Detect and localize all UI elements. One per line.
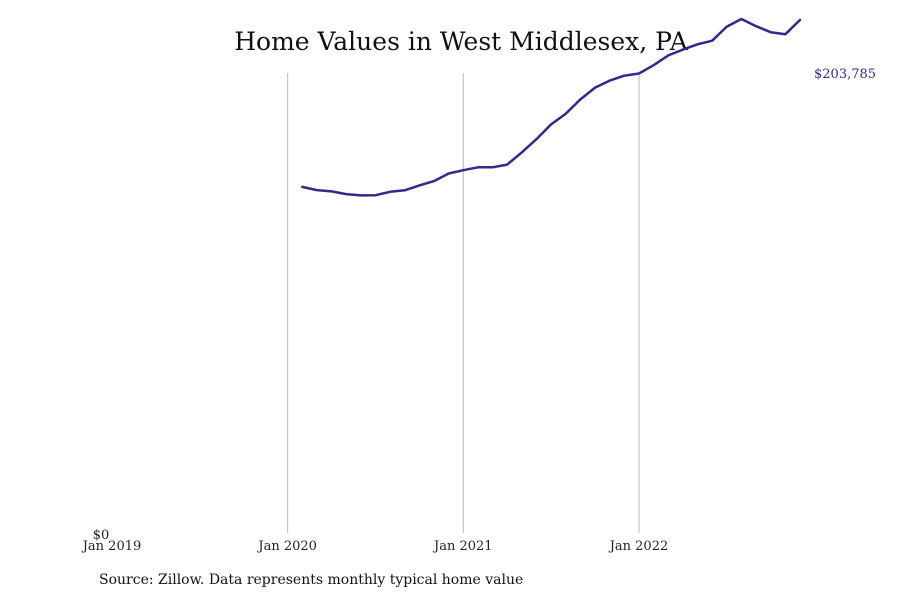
x-tick-label: Jan 2021 — [432, 539, 493, 554]
chart-title: Home Values in West Middlesex, PA — [234, 27, 688, 56]
grid-lines — [287, 73, 640, 533]
x-tick-label: Jan 2022 — [608, 539, 669, 554]
y-tick-label: $0 — [93, 528, 110, 543]
series-layer: $203,785 — [301, 17, 876, 197]
x-tick-label: Jan 2020 — [256, 539, 317, 554]
x-tick-label: Jan 2019 — [81, 539, 142, 554]
axis-ticks: Jan 2019 Jan 2020 Jan 2021 Jan 2022 $0 — [81, 528, 669, 554]
series-line-0 — [301, 17, 802, 197]
end-value-label: $203,785 — [814, 67, 876, 82]
source-note: Source: Zillow. Data represents monthly … — [99, 572, 524, 588]
